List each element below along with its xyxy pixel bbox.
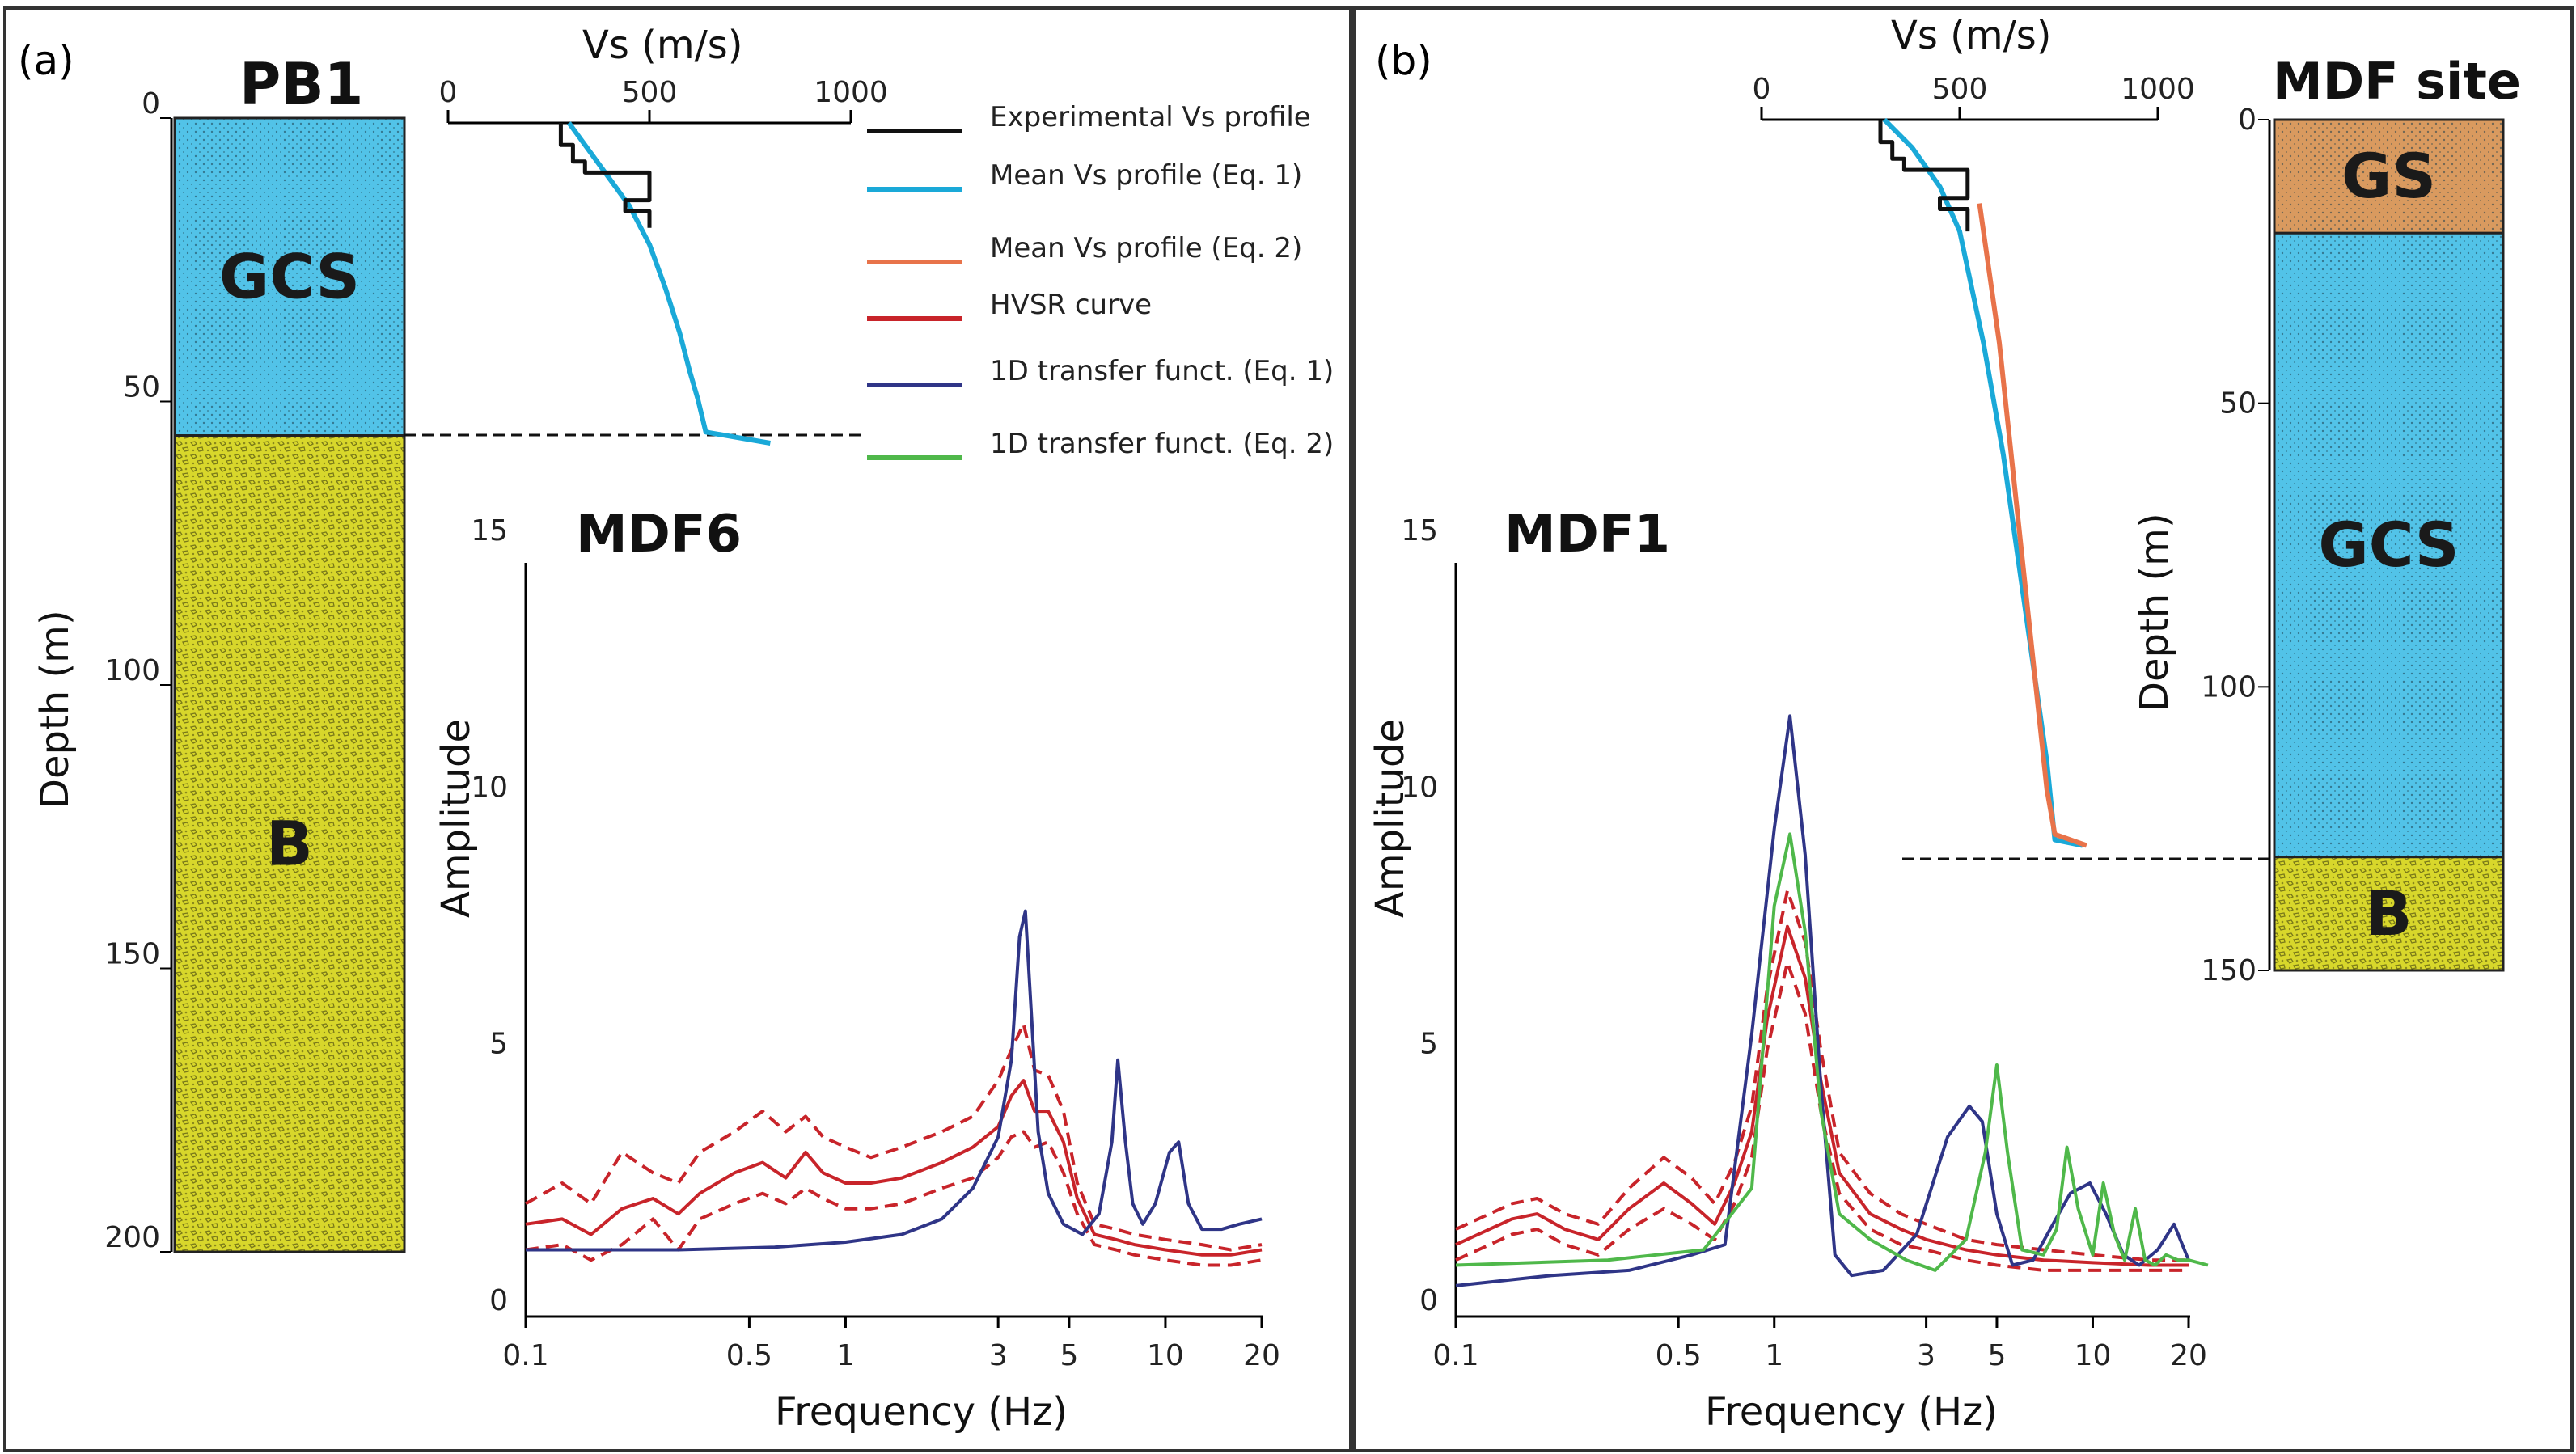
amp-tick-label: 5 — [1419, 1028, 1438, 1061]
legend-label: 1D transfer funct. (Eq. 2) — [990, 428, 1334, 460]
depth-tick-label: 0 — [142, 87, 160, 120]
amp-series-hvsr-curve — [1455, 924, 2189, 1267]
layer-label: B — [266, 807, 313, 879]
amp-tick-label: 15 — [1401, 514, 1438, 547]
freq-tick-label: 0.1 — [1432, 1339, 1478, 1372]
freq-tick-label: 0.1 — [502, 1339, 548, 1372]
amp-series-1d-transfer-funct-eq-1- — [1455, 714, 2190, 1287]
layer-texture — [2273, 231, 2505, 859]
column-b: GS GCS B — [2273, 118, 2505, 972]
depth-label-b: Depth (m) — [2132, 513, 2177, 712]
legend-label: HVSR curve — [990, 289, 1152, 321]
freq-tick-label: 0.5 — [1656, 1339, 1702, 1372]
freq-tick-label: 20 — [2170, 1339, 2207, 1372]
depth-tick-label: 150 — [104, 938, 160, 971]
vs-series-mean-vs-profile-eq-2- — [1977, 203, 2087, 848]
depth-tick-label: 200 — [104, 1221, 160, 1254]
layer-texture — [173, 116, 406, 437]
freq-tick-label: 5 — [1060, 1339, 1078, 1372]
amp-tick-label: 0 — [1419, 1284, 1438, 1317]
depth-tick-label: 50 — [123, 371, 160, 404]
amp-series-1d-transfer-funct-eq-2- — [1455, 832, 2209, 1272]
panel-a-column-title: PB1 — [239, 51, 363, 117]
depth-tick-label: 100 — [2201, 670, 2257, 704]
legend: Experimental Vs profile Mean Vs profile (… — [867, 101, 1334, 460]
amp-ylabel-a: Amplitude — [434, 719, 479, 918]
legend-label: Mean Vs profile (Eq. 1) — [990, 159, 1302, 192]
amp-tick-label: 5 — [489, 1028, 508, 1061]
panel-b-chart-title: MDF1 — [1504, 505, 1670, 564]
layer-texture — [2273, 856, 2505, 972]
freq-tick-label: 5 — [1987, 1339, 2006, 1372]
vs-series-experimental-vs-profile — [558, 123, 652, 228]
depth-axis-a: 0 50 100 150 200 — [104, 87, 173, 1254]
amp-ylabel-b: Amplitude — [1368, 719, 1413, 918]
vs-profile-b: 0 500 1000 — [1753, 73, 2195, 848]
amplitude-chart-b: 0 5 10 15 0.1 0.5 1 3 5 10 20 — [1401, 514, 2209, 1372]
amp-xlabel-b: Frequency (Hz) — [1705, 1389, 1998, 1435]
amp-series-hvsr-curve-std — [525, 1130, 1263, 1267]
freq-tick-label: 3 — [989, 1339, 1008, 1372]
freq-tick-label: 1 — [1765, 1339, 1783, 1372]
freq-tick-label: 20 — [1243, 1339, 1280, 1372]
layer-label: GCS — [219, 240, 360, 312]
amp-series-hvsr-curve-std — [525, 1022, 1263, 1252]
amp-series-hvsr-curve — [525, 1079, 1263, 1257]
amp-tick-label: 0 — [489, 1284, 508, 1317]
panel-a-chart-title: MDF6 — [576, 505, 742, 564]
depth-tick-label: 100 — [104, 654, 160, 687]
freq-tick-label: 10 — [2075, 1339, 2112, 1372]
vs-tick-label: 500 — [1932, 73, 1988, 106]
legend-label: Experimental Vs profile — [990, 101, 1311, 133]
freq-tick-label: 3 — [1917, 1339, 1935, 1372]
freq-tick-label: 0.5 — [726, 1339, 772, 1372]
amp-series-hvsr-curve-std — [1455, 889, 2189, 1262]
layer-texture — [173, 434, 406, 1253]
vs-series-mean-vs-profile-eq-1- — [1882, 117, 2083, 848]
panel-b-letter: (b) — [1375, 37, 1432, 84]
panel-a-frame — [3, 6, 1352, 1452]
vs-series-mean-vs-profile-eq-1- — [566, 121, 771, 446]
depth-label-a: Depth (m) — [32, 610, 78, 809]
amp-tick-label: 10 — [1401, 771, 1438, 804]
vs-tick-label: 1000 — [2121, 73, 2195, 106]
depth-tick-label: 150 — [2201, 954, 2257, 987]
amp-series-hvsr-curve-std — [1455, 961, 2189, 1272]
column-a: GCS B — [173, 116, 406, 1253]
vs-tick-label: 500 — [622, 76, 678, 109]
legend-label: 1D transfer funct. (Eq. 1) — [990, 355, 1334, 387]
panel-b-frame — [1352, 6, 2574, 1452]
layer-label: B — [2366, 877, 2413, 949]
amp-tick-label: 15 — [471, 514, 508, 547]
freq-tick-label: 10 — [1147, 1339, 1184, 1372]
panel-b-column-title: MDF site — [2273, 52, 2521, 111]
panel-a-letter: (a) — [18, 37, 74, 84]
vs-tick-label: 0 — [439, 76, 458, 109]
vs-axis-label-a: Vs (m/s) — [582, 23, 743, 68]
layer-label: GS — [2341, 140, 2436, 212]
legend-label: Mean Vs profile (Eq. 2) — [990, 232, 1302, 264]
vs-profile-a: 0 500 1000 — [439, 76, 888, 446]
layer-label: GCS — [2318, 509, 2459, 581]
freq-tick-label: 1 — [836, 1339, 855, 1372]
depth-tick-label: 0 — [2238, 104, 2257, 137]
amp-series-1d-transfer-funct-eq-1- — [526, 909, 1263, 1252]
depth-axis-b: 0 50 100 150 — [2201, 104, 2271, 987]
vs-axis-label-b: Vs (m/s) — [1891, 13, 2052, 58]
depth-tick-label: 50 — [2219, 387, 2257, 421]
amp-tick-label: 10 — [471, 771, 508, 804]
amp-xlabel-a: Frequency (Hz) — [775, 1389, 1068, 1435]
vs-series-experimental-vs-profile — [1878, 120, 1970, 232]
amplitude-chart-a: 0 5 10 15 0.1 0.5 1 3 5 10 20 — [471, 514, 1280, 1372]
vs-tick-label: 0 — [1753, 73, 1771, 106]
vs-tick-label: 1000 — [814, 76, 888, 109]
